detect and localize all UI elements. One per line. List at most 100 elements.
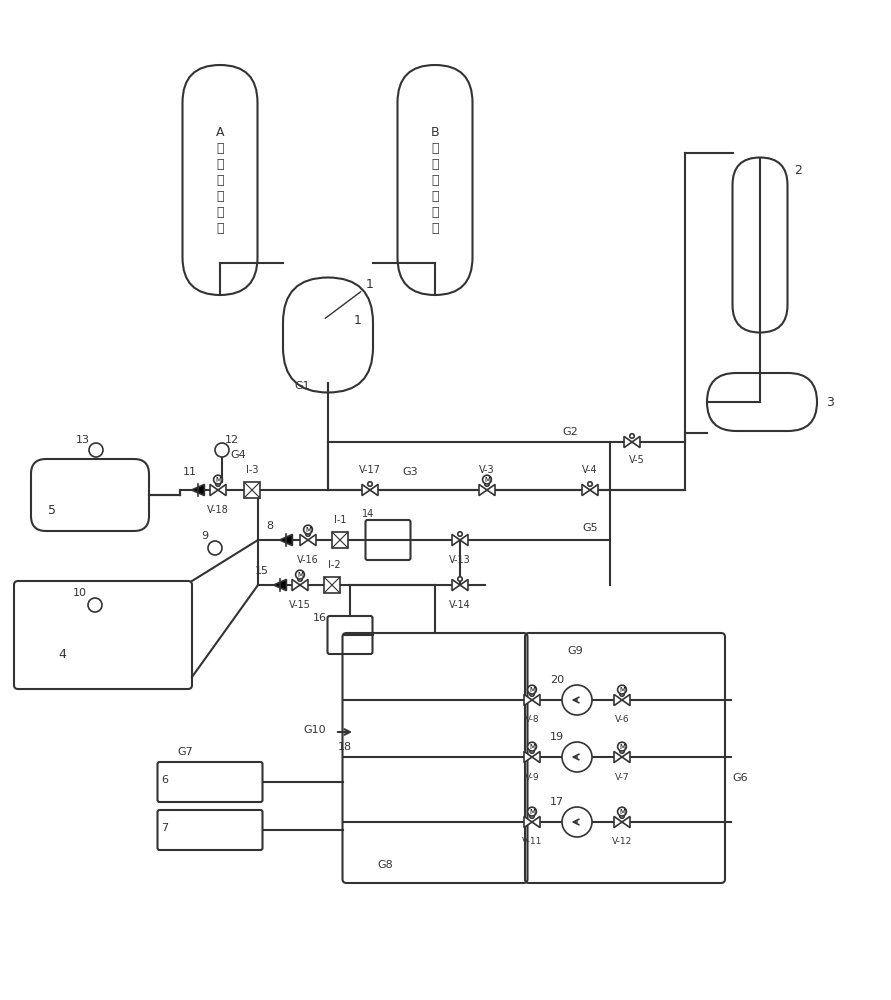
Circle shape <box>88 598 102 612</box>
Text: G9: G9 <box>568 646 583 656</box>
Circle shape <box>630 434 634 438</box>
Text: 8: 8 <box>266 521 274 531</box>
Polygon shape <box>452 579 460 591</box>
Text: V-3: V-3 <box>479 465 495 475</box>
Text: M: M <box>619 687 625 693</box>
Polygon shape <box>532 694 540 706</box>
Text: G4: G4 <box>230 450 246 460</box>
Polygon shape <box>582 484 590 496</box>
Polygon shape <box>524 694 532 706</box>
Polygon shape <box>452 534 460 546</box>
Polygon shape <box>362 484 370 496</box>
Text: M: M <box>305 527 311 533</box>
Text: M: M <box>529 687 535 693</box>
Text: G2: G2 <box>562 427 578 437</box>
Text: 9: 9 <box>201 531 208 541</box>
Text: V-16: V-16 <box>297 555 319 565</box>
Polygon shape <box>487 484 495 496</box>
Text: 5: 5 <box>48 504 56 516</box>
Text: 15: 15 <box>255 566 269 576</box>
Polygon shape <box>590 484 598 496</box>
Text: M: M <box>297 572 303 578</box>
Circle shape <box>527 685 536 694</box>
Text: A
侧
启
动
分
离
器: A 侧 启 动 分 离 器 <box>216 125 225 234</box>
Text: V-8: V-8 <box>525 716 539 724</box>
Text: 19: 19 <box>550 732 564 742</box>
Polygon shape <box>370 484 378 496</box>
Circle shape <box>296 570 305 579</box>
Circle shape <box>620 814 625 818</box>
Circle shape <box>527 807 536 816</box>
Text: 1: 1 <box>366 278 374 292</box>
Circle shape <box>208 541 222 555</box>
Circle shape <box>617 685 626 694</box>
Circle shape <box>306 532 310 536</box>
Text: G5: G5 <box>582 523 598 533</box>
Text: V-18: V-18 <box>207 505 229 515</box>
Text: M: M <box>484 477 490 483</box>
Polygon shape <box>622 751 630 763</box>
Circle shape <box>527 742 536 751</box>
Bar <box>332 532 348 548</box>
Polygon shape <box>479 484 487 496</box>
Text: 2: 2 <box>794 163 802 176</box>
Text: 17: 17 <box>550 797 564 807</box>
Polygon shape <box>192 484 204 496</box>
Polygon shape <box>614 816 622 828</box>
Circle shape <box>298 577 302 581</box>
Polygon shape <box>280 534 292 546</box>
Text: V-9: V-9 <box>525 772 539 782</box>
Circle shape <box>588 482 593 486</box>
Polygon shape <box>622 816 630 828</box>
Text: 4: 4 <box>58 648 66 662</box>
Polygon shape <box>624 436 632 448</box>
Text: G6: G6 <box>732 773 748 783</box>
Circle shape <box>562 807 592 837</box>
Polygon shape <box>532 751 540 763</box>
Text: V-15: V-15 <box>289 600 311 610</box>
Text: V-12: V-12 <box>612 838 632 846</box>
Text: I-3: I-3 <box>246 465 258 475</box>
Bar <box>324 577 340 593</box>
Circle shape <box>485 482 489 486</box>
Text: G8: G8 <box>377 860 393 870</box>
Circle shape <box>562 685 592 715</box>
Text: V-4: V-4 <box>582 465 598 475</box>
Text: M: M <box>215 477 221 483</box>
Text: 14: 14 <box>362 509 374 519</box>
Text: V-7: V-7 <box>615 772 629 782</box>
Text: 10: 10 <box>73 588 87 598</box>
Polygon shape <box>614 751 622 763</box>
Text: G1: G1 <box>294 381 310 391</box>
Polygon shape <box>210 484 218 496</box>
Text: 20: 20 <box>550 675 564 685</box>
Polygon shape <box>274 579 286 591</box>
Circle shape <box>458 577 462 581</box>
Text: 16: 16 <box>313 613 327 623</box>
Text: 11: 11 <box>183 467 197 477</box>
Text: V-5: V-5 <box>629 455 645 465</box>
Circle shape <box>368 482 372 486</box>
Text: G3: G3 <box>402 467 418 477</box>
Circle shape <box>562 742 592 772</box>
Polygon shape <box>524 751 532 763</box>
Circle shape <box>304 525 313 534</box>
Circle shape <box>530 814 535 818</box>
Text: 6: 6 <box>161 775 168 785</box>
Text: M: M <box>619 744 625 750</box>
Polygon shape <box>300 534 308 546</box>
Polygon shape <box>460 579 468 591</box>
Polygon shape <box>524 816 532 828</box>
Circle shape <box>216 482 220 486</box>
Circle shape <box>620 749 625 753</box>
Text: 1: 1 <box>354 314 362 326</box>
Circle shape <box>89 443 103 457</box>
Circle shape <box>215 443 229 457</box>
Circle shape <box>620 692 625 696</box>
Circle shape <box>458 532 462 536</box>
Text: V-13: V-13 <box>449 555 470 565</box>
Polygon shape <box>218 484 226 496</box>
Text: G10: G10 <box>304 725 326 735</box>
Polygon shape <box>300 579 308 591</box>
Text: G7: G7 <box>177 747 192 757</box>
